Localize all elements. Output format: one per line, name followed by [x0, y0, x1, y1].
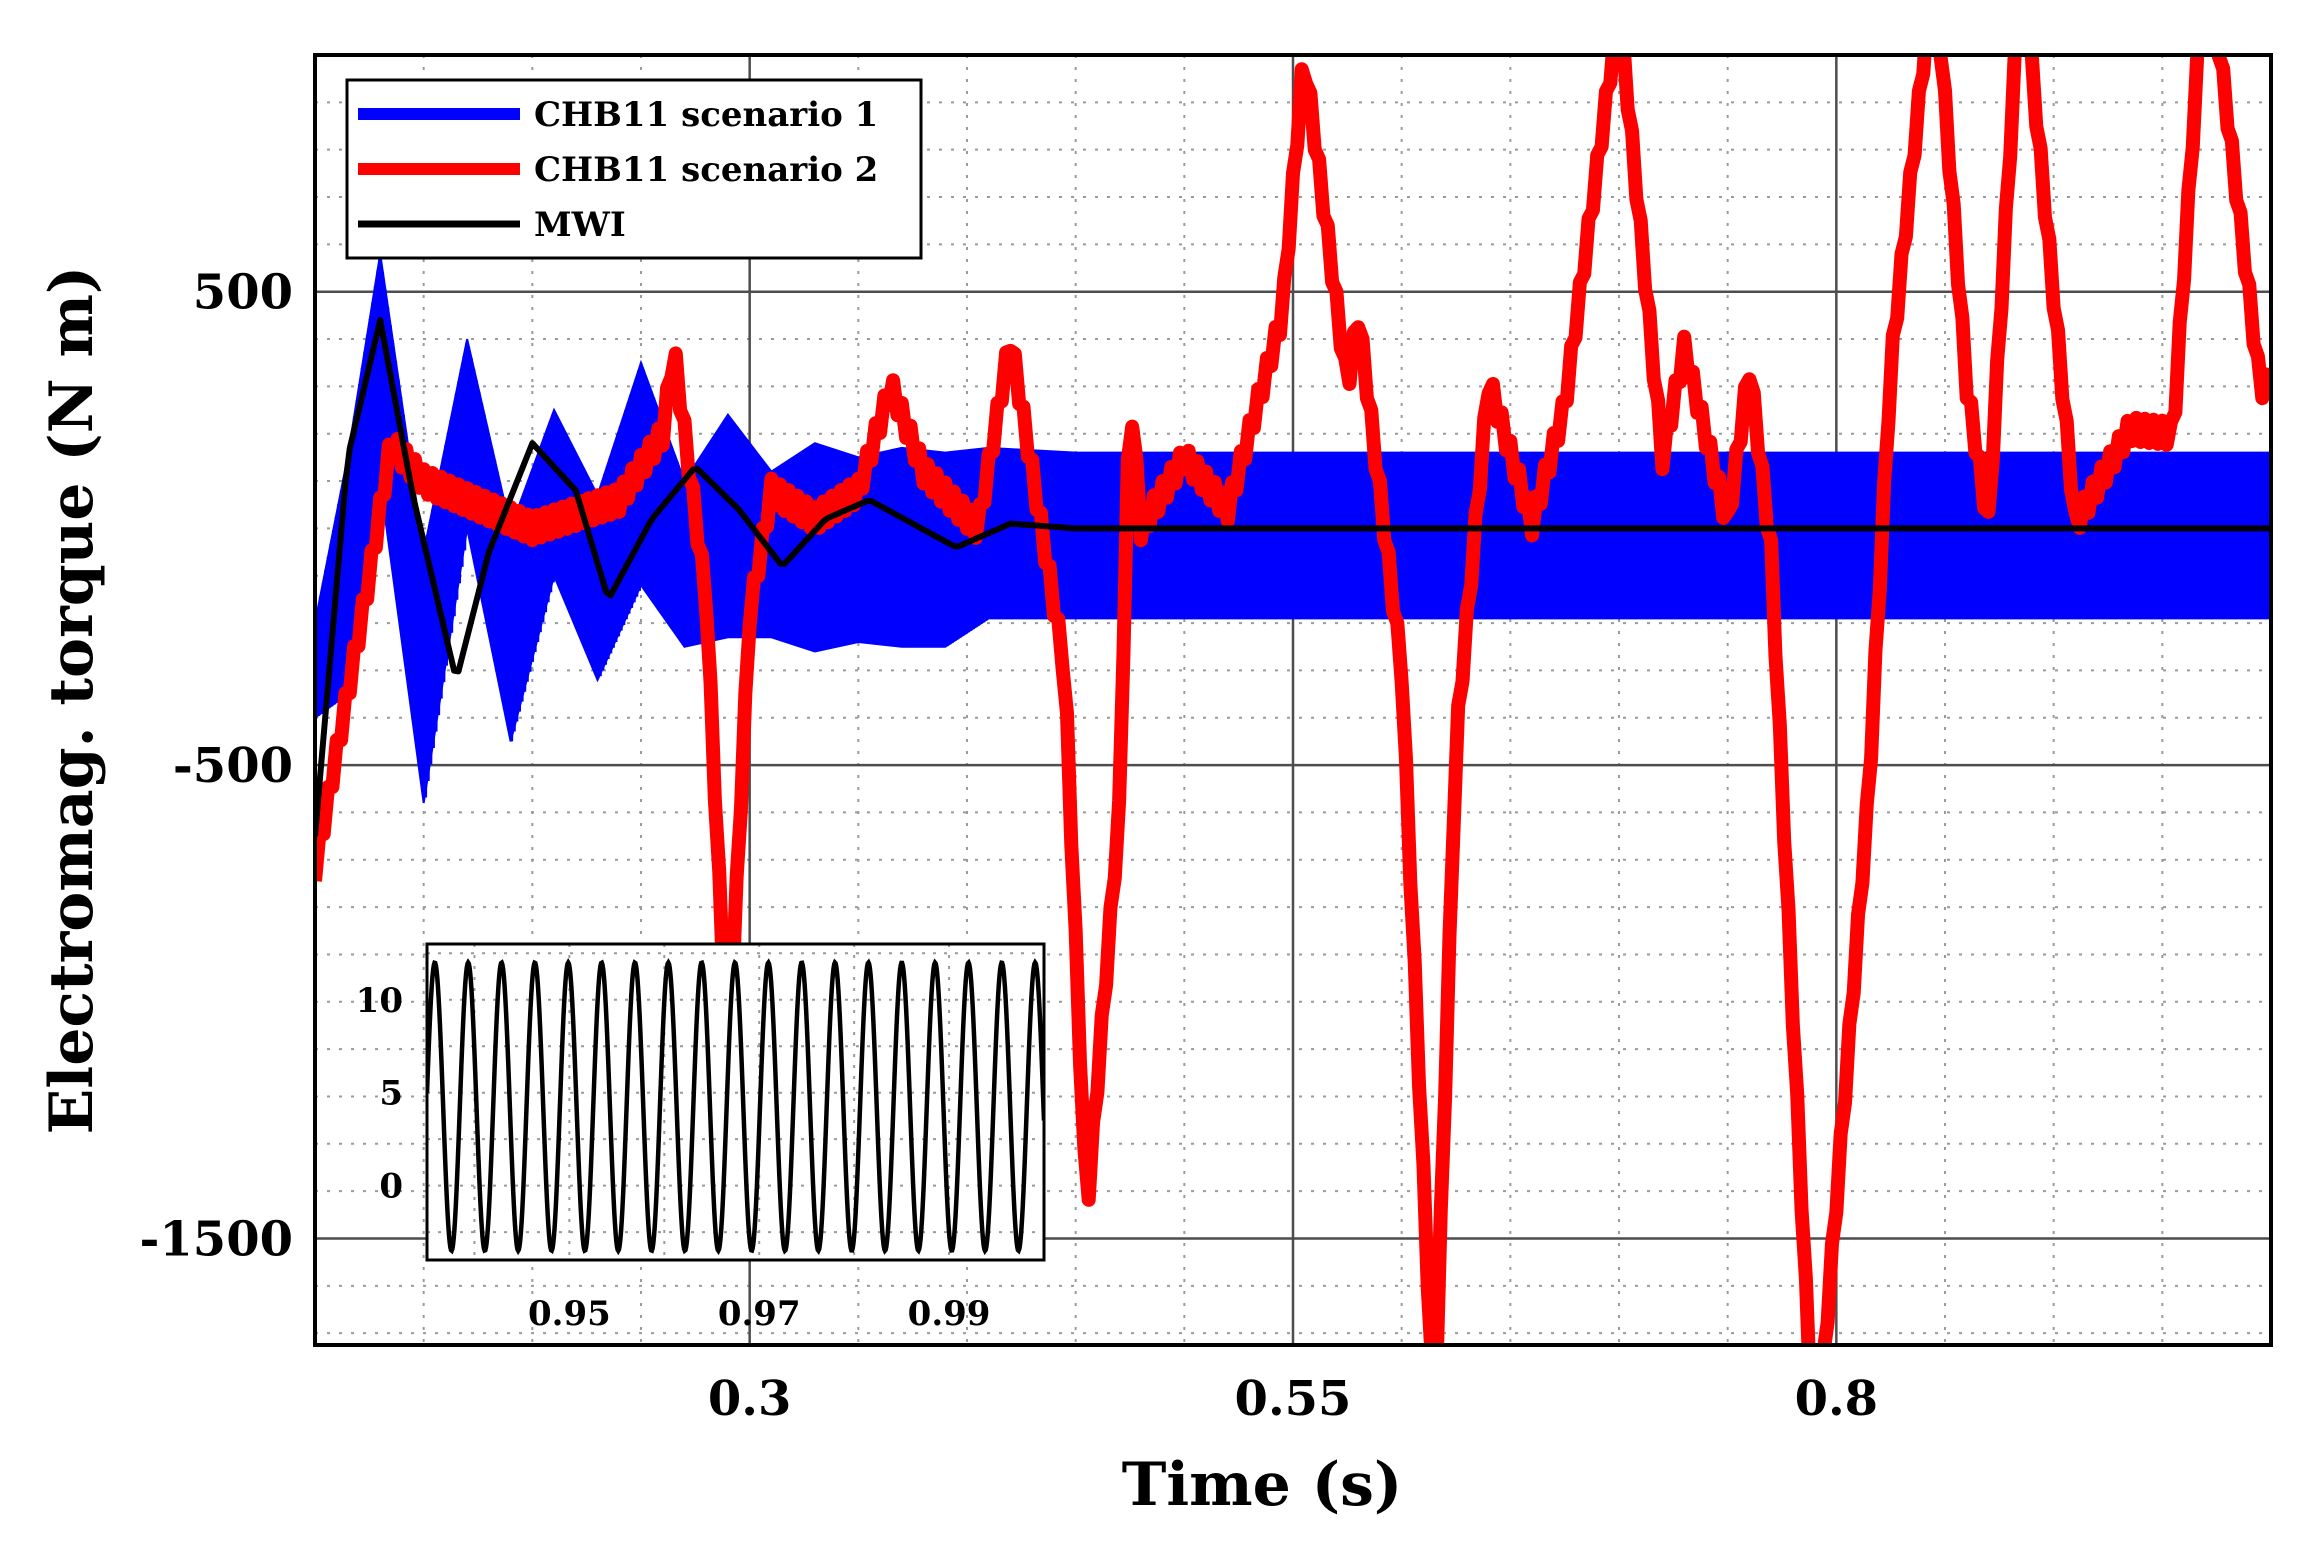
inset-series — [427, 958, 1044, 1256]
series-mwi-line — [315, 317, 2271, 837]
y-tick-label: 500 — [193, 265, 293, 321]
inset-x-tick-label: 0.99 — [908, 1294, 991, 1334]
inset-y-tick-label: 5 — [379, 1074, 403, 1114]
inset-y-tick-label: 10 — [356, 981, 403, 1021]
inset-x-tick-label: 0.97 — [718, 1294, 801, 1334]
legend-label-mwi: MWI — [534, 205, 626, 245]
x-tick-label: 0.55 — [1235, 1371, 1352, 1427]
x-axis-label: Time (s) — [1122, 1450, 1403, 1520]
y-axis-label: Electromag. torque (N m) — [37, 266, 107, 1135]
inset-series-mwi-line — [427, 958, 1044, 1256]
inset-x-tick-label: 0.95 — [528, 1294, 611, 1334]
y-axis-ticks: 500 -500 -1500 — [139, 265, 293, 1268]
series-chb11-scenario-2-line — [315, 55, 2271, 1345]
y-tick-label: -500 — [173, 738, 293, 794]
inset-y-axis-ticks: 10 5 0 — [356, 981, 403, 1207]
inset-chart: 10 5 0 0.95 0.97 0.99 — [356, 942, 1046, 1334]
series-chb11-scenario-1-line — [315, 253, 2271, 798]
inset-grid — [427, 944, 1044, 1260]
inset-x-axis-ticks: 0.95 0.97 0.99 — [528, 1294, 991, 1334]
y-tick-label: -1500 — [139, 1211, 293, 1267]
inset-y-tick-label: 0 — [379, 1167, 403, 1207]
main-series — [315, 55, 2271, 1345]
x-tick-label: 0.8 — [1795, 1371, 1879, 1427]
x-tick-label: 0.3 — [708, 1371, 792, 1427]
x-axis-ticks: 0.3 0.55 0.8 — [708, 1371, 1878, 1427]
legend: CHB11 scenario 1 CHB11 scenario 2 MWI — [345, 78, 923, 260]
inset-area — [427, 944, 1044, 1260]
inset-frame — [425, 942, 1046, 1262]
plot-frame — [313, 53, 2273, 1347]
legend-label-chb11-scenario-1: CHB11 scenario 1 — [534, 95, 878, 135]
legend-label-chb11-scenario-2: CHB11 scenario 2 — [534, 150, 878, 190]
